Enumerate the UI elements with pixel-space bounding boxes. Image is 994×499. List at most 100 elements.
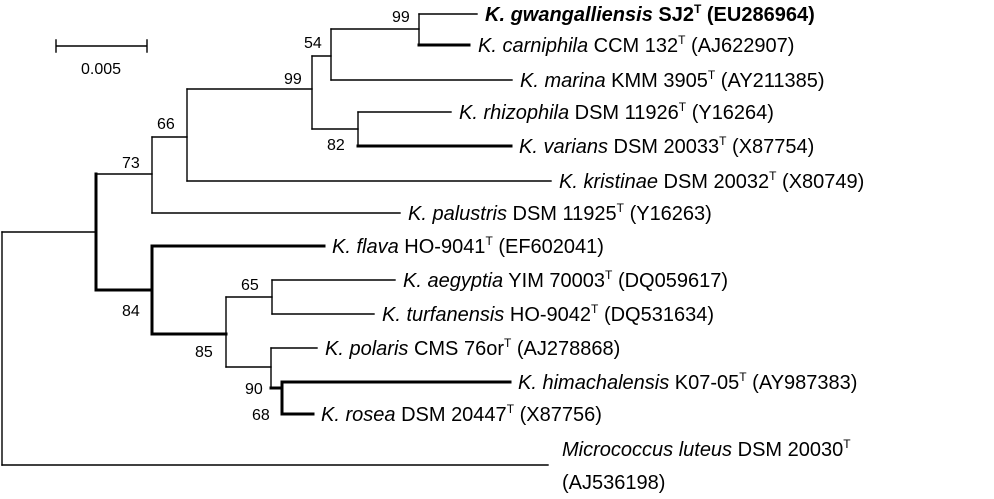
- tree-branches: [1, 13, 552, 466]
- taxon-accession: (AJ278868): [517, 338, 620, 360]
- taxon-species: marina: [544, 70, 605, 92]
- bootstrap-label: 85: [195, 344, 213, 361]
- type-strain-mark: T: [719, 134, 727, 148]
- taxon-label-varians: K. varians DSM 20033T (X87754): [519, 128, 814, 158]
- taxon-strain: DSM 11925: [513, 203, 617, 225]
- taxon-accession: (X80749): [782, 171, 864, 193]
- bootstrap-label: 65: [241, 277, 259, 294]
- taxon-accession: (Y16263): [630, 203, 712, 225]
- taxon-accession: (AJ622907): [691, 35, 794, 57]
- type-strain-mark: T: [843, 437, 851, 451]
- taxon-species: aegyptia: [427, 270, 503, 292]
- taxon-species: varians: [543, 136, 607, 158]
- bootstrap-label: 90: [245, 381, 263, 398]
- taxon-genus: K.: [520, 70, 539, 92]
- taxon-accession: (X87756): [520, 404, 602, 426]
- taxon-accession: (EU286964): [707, 4, 815, 26]
- taxon-label-marina: K. marina KMM 3905T (AY211385): [520, 62, 825, 92]
- taxon-label-gwangalliensis: K. gwangalliensis SJ2T (EU286964): [485, 0, 815, 26]
- taxon-strain: DSM 20030: [738, 439, 844, 461]
- bootstrap-label: 68: [252, 407, 270, 424]
- taxon-label-luteus: Micrococcus luteus DSM 20030T: [562, 437, 851, 461]
- type-strain-mark: T: [694, 2, 702, 16]
- taxon-accession: (EF602041): [498, 236, 604, 258]
- taxon-genus: K.: [459, 102, 478, 124]
- taxon-species: carniphila: [502, 35, 588, 57]
- taxon-label-kristinae: K. kristinae DSM 20032T (X80749): [559, 163, 864, 193]
- taxon-strain: KMM 3905: [611, 70, 708, 92]
- taxon-species: flava: [356, 236, 398, 258]
- type-strain-mark: T: [769, 169, 777, 183]
- taxon-label-rosea: K. rosea DSM 20447T (X87756): [321, 396, 602, 426]
- bootstrap-label: 73: [122, 155, 140, 172]
- type-strain-mark: T: [708, 68, 716, 82]
- taxon-strain: DSM 11926: [575, 102, 679, 124]
- taxon-species: polaris: [348, 338, 408, 360]
- taxon-genus: K.: [408, 203, 427, 225]
- taxon-strain: HO-9041: [404, 236, 485, 258]
- taxon-species: rosea: [345, 404, 395, 426]
- scale-bar-label: 0.005: [81, 61, 121, 78]
- taxon-genus: K.: [478, 35, 497, 57]
- taxon-strain: SJ2: [658, 4, 694, 26]
- taxon-genus: K.: [559, 171, 578, 193]
- taxon-label-polaris: K. polaris CMS 76orT (AJ278868): [325, 330, 620, 360]
- taxon-accession: (AY987383): [752, 372, 857, 394]
- bootstrap-label: 82: [327, 137, 345, 154]
- taxon-label-aegyptia: K. aegyptia YIM 70003T (DQ059617): [403, 262, 728, 292]
- taxon-genus: K.: [403, 270, 422, 292]
- type-strain-mark: T: [679, 100, 687, 114]
- taxon-labels: K. gwangalliensis SJ2T (EU286964) K. car…: [321, 0, 864, 494]
- type-strain-mark: T: [591, 302, 599, 316]
- bootstrap-label: 99: [284, 71, 302, 88]
- scale-bar-line: [55, 39, 148, 53]
- taxon-species: palustris: [431, 203, 506, 225]
- type-strain-mark: T: [739, 370, 747, 384]
- taxon-genus: K.: [325, 338, 344, 360]
- bootstrap-label: 66: [157, 116, 175, 133]
- taxon-species: rhizophila: [483, 102, 569, 124]
- type-strain-mark: T: [617, 201, 625, 215]
- bootstrap-label: 84: [122, 303, 140, 320]
- taxon-species: Micrococcus luteus: [562, 439, 732, 461]
- type-strain-mark: T: [485, 234, 493, 248]
- taxon-accession: (DQ531634): [604, 304, 714, 326]
- taxon-genus: K.: [321, 404, 340, 426]
- taxon-accession: (Y16264): [692, 102, 774, 124]
- taxon-strain: DSM 20033: [614, 136, 720, 158]
- taxon-strain: CMS 76or: [414, 338, 504, 360]
- type-strain-mark: T: [678, 33, 686, 47]
- bootstrap-label: 54: [304, 35, 322, 52]
- taxon-label-palustris: K. palustris DSM 11925T (Y16263): [408, 195, 712, 225]
- bootstrap-values: 99 54 99 66 82 73 65 84 85 90 68: [122, 9, 410, 424]
- taxon-accession: (X87754): [732, 136, 814, 158]
- taxon-accession: (DQ059617): [618, 270, 728, 292]
- taxon-species: kristinae: [583, 171, 657, 193]
- taxon-label-flava: K. flava HO-9041T (EF602041): [332, 228, 604, 258]
- taxon-label-turfanensis: K. turfanensis HO-9042T (DQ531634): [382, 296, 714, 326]
- taxon-strain: HO-9042: [510, 304, 591, 326]
- taxon-accession: (AY211385): [721, 70, 825, 92]
- taxon-strain: DSM 20032: [664, 171, 770, 193]
- scale-bar: 0.005: [55, 39, 148, 78]
- taxon-species: gwangalliensis: [510, 4, 653, 26]
- type-strain-mark: T: [605, 268, 613, 282]
- taxon-strain: DSM 20447: [401, 404, 507, 426]
- taxon-species: himachalensis: [542, 372, 669, 394]
- taxon-label-rhizophila: K. rhizophila DSM 11926T (Y16264): [459, 94, 774, 124]
- taxon-accession-luteus: (AJ536198): [562, 472, 665, 494]
- type-strain-mark: T: [507, 402, 515, 416]
- taxon-genus: K.: [485, 4, 505, 26]
- type-strain-mark: T: [504, 336, 512, 350]
- taxon-label-himachalensis: K. himachalensis K07-05T (AY987383): [518, 364, 857, 394]
- taxon-genus: K.: [519, 136, 538, 158]
- taxon-strain: YIM 70003: [508, 270, 605, 292]
- bootstrap-label: 99: [392, 9, 410, 26]
- taxon-genus: K.: [332, 236, 351, 258]
- taxon-genus: K.: [518, 372, 537, 394]
- taxon-species: turfanensis: [406, 304, 504, 326]
- taxon-label-carniphila: K. carniphila CCM 132T (AJ622907): [478, 27, 794, 57]
- taxon-strain: K07-05: [675, 372, 740, 394]
- taxon-genus: K.: [382, 304, 401, 326]
